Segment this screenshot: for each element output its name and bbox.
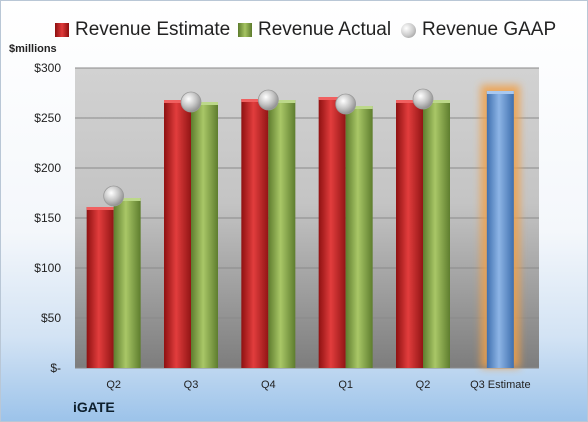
x-tick-label: Q2: [416, 379, 431, 391]
bar-revenue-actual: [345, 106, 373, 368]
y-tick-label: $100: [34, 261, 61, 275]
legend-label-actual: Revenue Actual: [258, 19, 392, 40]
bar-top-highlight: [268, 100, 296, 103]
gaap-marker: [180, 91, 202, 113]
bar-top-highlight: [86, 207, 114, 210]
y-tick-label: $300: [34, 61, 61, 75]
legend-label-gaap: Revenue GAAP: [422, 19, 557, 40]
legend-item-gaap: Revenue GAAP: [401, 15, 556, 45]
gaap-marker: [257, 89, 279, 111]
bar-top-highlight: [318, 97, 346, 100]
gaap-marker: [103, 185, 125, 207]
legend-item-actual: Revenue Actual: [238, 15, 391, 45]
y-tick-label: $150: [34, 211, 61, 225]
bar-revenue-estimate: [396, 100, 423, 368]
gaap-marker: [335, 93, 357, 115]
x-tick-label: Q1: [338, 379, 353, 391]
bar-top-highlight: [486, 91, 514, 94]
estimate-swatch: [55, 23, 69, 37]
bar-top-highlight: [164, 100, 191, 103]
bar-revenue-actual: [191, 102, 218, 368]
bar-top-highlight: [396, 100, 423, 103]
gaap-swatch: [401, 22, 416, 38]
bar-revenue-actual: [113, 198, 141, 368]
bar-top-highlight: [345, 106, 373, 109]
x-tick-label: Q3 Estimate: [470, 379, 531, 391]
y-tick-label: $50: [41, 311, 61, 325]
x-tick-label: Q2: [106, 379, 121, 391]
bar-top-highlight: [241, 99, 269, 102]
bar-revenue-estimate: [164, 100, 191, 368]
bar-revenue-estimate-forecast: [486, 91, 514, 368]
x-tick-label: Q3: [184, 379, 199, 391]
company-name: iGATE: [73, 399, 115, 415]
bar-revenue-estimate: [241, 99, 269, 368]
bar-top-highlight: [191, 102, 218, 105]
chart-legend: Revenue Estimate Revenue Actual Revenue …: [1, 15, 587, 45]
gaap-marker: [412, 88, 434, 110]
legend-label-estimate: Revenue Estimate: [75, 19, 231, 40]
y-axis-unit-label: $millions: [9, 43, 57, 55]
y-tick-label: $200: [34, 161, 61, 175]
bar-revenue-estimate: [86, 207, 114, 368]
legend-item-estimate: Revenue Estimate: [55, 15, 230, 45]
bar-revenue-actual: [268, 100, 296, 368]
bar-top-highlight: [423, 100, 450, 103]
bar-revenue-estimate: [318, 97, 346, 368]
x-tick-label: Q4: [261, 379, 276, 391]
actual-swatch: [238, 23, 252, 37]
y-tick-label: $-: [50, 361, 61, 375]
bar-revenue-actual: [423, 100, 450, 368]
bar-top-highlight: [113, 198, 141, 201]
y-tick-label: $250: [34, 111, 61, 125]
